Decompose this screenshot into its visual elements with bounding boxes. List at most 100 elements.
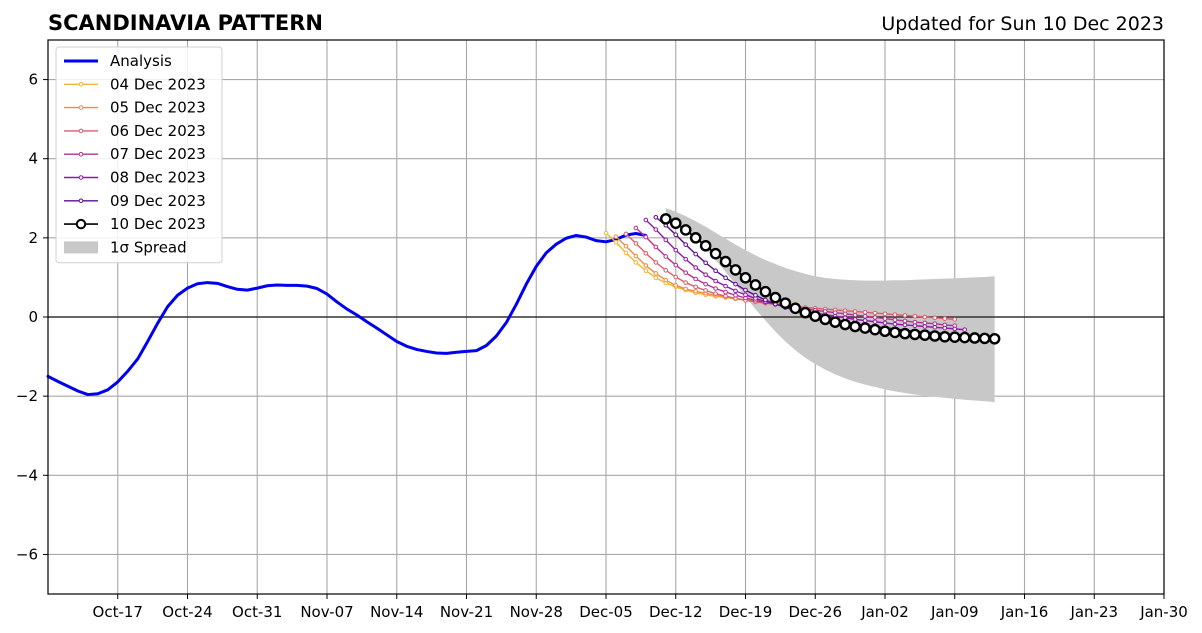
forecast-point bbox=[902, 322, 908, 328]
y-tick-label: 6 bbox=[28, 71, 38, 89]
forecast-point bbox=[819, 313, 832, 326]
legend-marker-forecast bbox=[78, 198, 84, 204]
x-tick-label: Nov-21 bbox=[440, 603, 493, 621]
forecast-point bbox=[902, 318, 908, 324]
legend-marker-forecast bbox=[75, 218, 87, 230]
forecast-point bbox=[693, 288, 698, 294]
forecast-point bbox=[733, 281, 738, 287]
forecast-point bbox=[719, 255, 732, 268]
forecast-point bbox=[912, 319, 918, 325]
legend-label-forecast: 05 Dec 2023 bbox=[110, 99, 206, 117]
forecast-point bbox=[842, 311, 848, 317]
forecast-point bbox=[852, 317, 858, 322]
forecast-point bbox=[673, 232, 679, 237]
forecast-point bbox=[763, 297, 768, 303]
x-tick-label: Nov-14 bbox=[370, 603, 423, 621]
legend-label-forecast: 10 Dec 2023 bbox=[110, 215, 206, 233]
forecast-07-dec-2023 bbox=[633, 225, 958, 329]
forecast-point bbox=[703, 288, 708, 293]
forecast-point bbox=[892, 321, 898, 327]
forecast-point bbox=[709, 247, 722, 260]
legend-marker-forecast bbox=[78, 175, 84, 180]
forecast-point bbox=[643, 263, 649, 268]
forecast-point bbox=[932, 324, 938, 330]
chart-title: SCANDINAVIA PATTERN bbox=[48, 11, 323, 35]
forecast-point bbox=[723, 293, 728, 299]
forecast-point bbox=[952, 317, 958, 322]
forecast-point bbox=[683, 280, 689, 285]
forecast-point bbox=[693, 284, 698, 290]
forecast-point bbox=[859, 322, 871, 334]
x-tick-label: Oct-31 bbox=[232, 603, 282, 621]
legend-box bbox=[55, 46, 223, 264]
legend-marker-forecast bbox=[78, 151, 84, 157]
legend-label-spread: 1σ Spread bbox=[110, 238, 187, 256]
forecast-point bbox=[872, 319, 878, 325]
forecast-point bbox=[932, 315, 938, 321]
forecast-point bbox=[673, 262, 679, 268]
forecast-point bbox=[703, 260, 708, 266]
forecast-point bbox=[713, 291, 718, 296]
forecast-point bbox=[872, 310, 878, 316]
x-tick-label: Oct-24 bbox=[162, 603, 212, 621]
forecast-point bbox=[922, 320, 928, 326]
forecast-point bbox=[653, 244, 659, 250]
forecast-point bbox=[882, 316, 888, 321]
spread-band bbox=[665, 208, 995, 403]
forecast-point bbox=[663, 277, 669, 283]
forecast-series bbox=[603, 213, 1001, 345]
forecast-point bbox=[643, 217, 649, 223]
forecast-point bbox=[862, 313, 868, 319]
x-tick-label: Jan-02 bbox=[860, 603, 909, 621]
forecast-point bbox=[623, 243, 629, 249]
forecast-point bbox=[733, 292, 738, 298]
forecast-point bbox=[942, 325, 948, 331]
forecast-point bbox=[962, 327, 968, 332]
forecast-point bbox=[862, 318, 868, 323]
forecast-point bbox=[892, 312, 898, 317]
analysis-series bbox=[46, 232, 648, 397]
legend-marker-forecast bbox=[78, 82, 84, 87]
legend-label-forecast: 09 Dec 2023 bbox=[110, 192, 206, 210]
forecast-point bbox=[882, 311, 888, 317]
legend-swatch-spread bbox=[64, 241, 98, 254]
forecast-point bbox=[879, 325, 891, 338]
forecast-point bbox=[663, 268, 669, 273]
x-tick-label: Oct-17 bbox=[93, 603, 143, 621]
x-axis: Oct-17 Oct-24 Oct-31 Nov-07 Nov-14 Nov-21 Nov-… bbox=[93, 594, 1188, 621]
forecast-point bbox=[689, 232, 702, 244]
chart-subtitle: Updated for Sun 10 Dec 2023 bbox=[881, 13, 1164, 35]
forecast-point bbox=[779, 297, 792, 309]
forecast-point bbox=[919, 329, 931, 342]
forecast-point bbox=[743, 292, 748, 298]
forecast-point bbox=[909, 328, 921, 341]
forecast-point bbox=[713, 278, 718, 284]
forecast-point bbox=[683, 256, 689, 262]
legend-label-forecast: 04 Dec 2023 bbox=[110, 75, 206, 93]
forecast-point bbox=[829, 316, 841, 328]
forecast-point bbox=[673, 274, 679, 280]
forecast-point bbox=[912, 313, 918, 319]
forecast-point bbox=[623, 250, 629, 256]
forecast-point bbox=[759, 285, 772, 298]
forecast-point bbox=[643, 250, 649, 256]
forecast-point bbox=[978, 332, 991, 345]
forecast-point bbox=[849, 320, 861, 333]
forecast-point bbox=[968, 332, 981, 344]
analysis-line bbox=[46, 232, 648, 397]
forecast-point bbox=[683, 286, 689, 292]
forecast-point bbox=[799, 306, 812, 319]
forecast-point bbox=[832, 310, 838, 315]
forecast-point bbox=[679, 224, 692, 236]
forecast-point bbox=[958, 331, 971, 344]
x-tick-label: Nov-28 bbox=[510, 603, 563, 621]
y-tick-label: 4 bbox=[28, 150, 38, 168]
forecast-point bbox=[693, 251, 698, 257]
forecast-point bbox=[653, 271, 659, 276]
forecast-point bbox=[753, 292, 758, 298]
forecast-point bbox=[988, 332, 1001, 345]
y-tick-label: 2 bbox=[28, 229, 38, 247]
forecast-point bbox=[739, 272, 752, 284]
forecast-point bbox=[653, 275, 659, 281]
